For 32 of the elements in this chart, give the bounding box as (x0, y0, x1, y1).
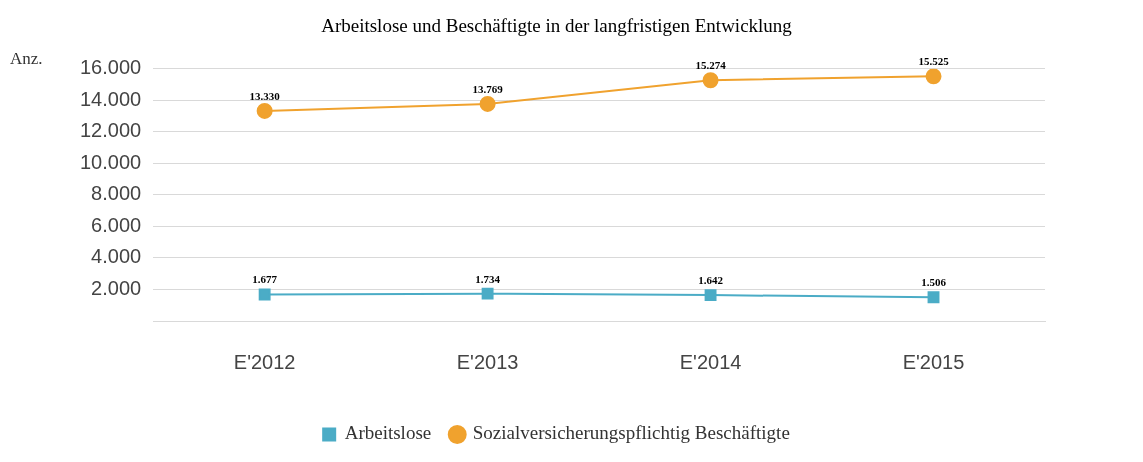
y-axis-title: Anz. (10, 49, 43, 69)
data-label: 1.642 (698, 273, 724, 286)
y-tick-label: 2.000 (91, 276, 142, 299)
y-tick-label: 12.000 (80, 119, 142, 142)
point (702, 72, 719, 89)
data-label: 13.769 (472, 82, 504, 95)
legend-label: Arbeitslose (344, 422, 432, 444)
y-tick-label: 16.000 (80, 56, 142, 79)
x-tick-label: E'2014 (679, 350, 742, 373)
point (481, 287, 494, 300)
chart-title: Arbeitslose und Beschäftigte in der langfristigen Entwicklung (321, 15, 793, 37)
x-tick-label: E'2013 (456, 350, 519, 373)
point (256, 102, 273, 119)
data-label: 15.274 (695, 59, 727, 72)
x-tick-label: E'2012 (233, 350, 296, 373)
point (479, 95, 496, 112)
point (925, 68, 942, 85)
x-tick-label: E'2015 (902, 350, 965, 373)
y-tick-label: 4.000 (91, 245, 142, 268)
point (258, 288, 271, 301)
y-tick-label: 8.000 (91, 182, 142, 205)
point (704, 289, 717, 302)
data-label: 15.525 (918, 55, 950, 68)
point (927, 291, 940, 304)
data-label: 1.506 (921, 276, 947, 289)
y-tick-label: 10.000 (80, 150, 142, 173)
data-label: 1.734 (475, 272, 501, 285)
data-label: 1.677 (252, 273, 278, 286)
legend-label: Sozialversicherungspflichtig Beschäftigte (472, 422, 790, 444)
data-label: 13.330 (249, 89, 281, 102)
y-tick-label: 6.000 (91, 213, 142, 236)
y-tick-label: 14.000 (80, 87, 142, 110)
